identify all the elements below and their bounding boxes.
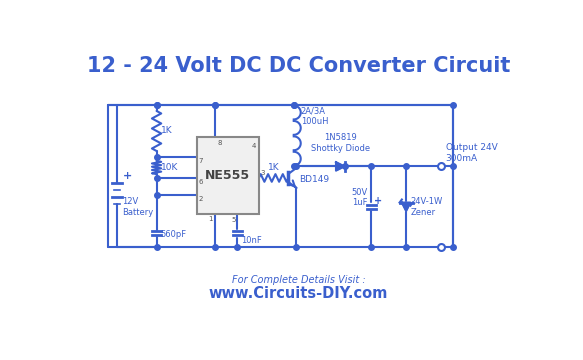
Polygon shape <box>402 203 410 211</box>
Text: 7: 7 <box>198 158 203 164</box>
Text: 8: 8 <box>217 140 222 146</box>
Text: BD149: BD149 <box>299 175 329 184</box>
Text: Output 24V
300mA: Output 24V 300mA <box>445 143 497 163</box>
Text: 24V-1W
Zener: 24V-1W Zener <box>411 197 443 216</box>
Text: 2: 2 <box>198 195 203 202</box>
Text: 3: 3 <box>261 170 265 176</box>
Text: NE555: NE555 <box>205 169 251 182</box>
Text: 10K: 10K <box>161 163 178 172</box>
Text: 4: 4 <box>252 143 257 149</box>
Text: For Complete Details Visit :: For Complete Details Visit : <box>231 275 365 285</box>
Text: 1: 1 <box>209 216 213 222</box>
Text: 1N5819
Shottky Diode: 1N5819 Shottky Diode <box>311 133 370 153</box>
Text: +: + <box>374 196 382 206</box>
Text: +: + <box>122 171 132 181</box>
Text: 5: 5 <box>231 217 236 223</box>
Text: 560pF: 560pF <box>160 230 187 239</box>
Text: 50V
1uF: 50V 1uF <box>351 188 367 207</box>
Text: 6: 6 <box>198 179 203 185</box>
Text: 12 - 24 Volt DC DC Converter Circuit: 12 - 24 Volt DC DC Converter Circuit <box>87 56 510 76</box>
Text: 12V
Battery: 12V Battery <box>122 197 154 217</box>
Bar <box>197 137 259 214</box>
Text: 2A/3A
100uH: 2A/3A 100uH <box>301 107 328 126</box>
Polygon shape <box>336 162 345 171</box>
Text: 1K: 1K <box>268 163 279 172</box>
Text: www.Circuits-DIY.com: www.Circuits-DIY.com <box>209 286 388 301</box>
Text: 10nF: 10nF <box>241 236 262 245</box>
Text: 1K: 1K <box>161 126 173 135</box>
